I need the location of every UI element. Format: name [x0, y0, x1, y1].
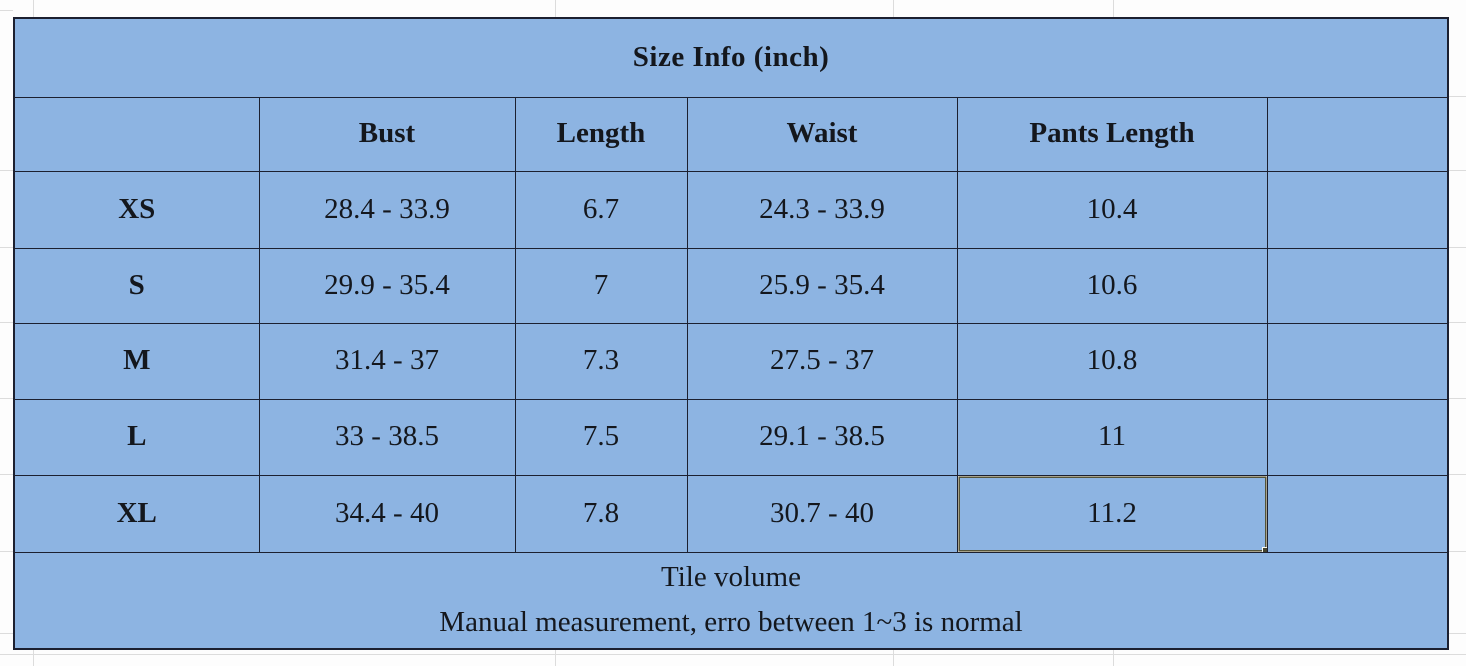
table-row-s: S 29.9 - 35.4 7 25.9 - 35.4 10.6: [13, 247, 1449, 324]
gridline: [1447, 633, 1466, 634]
gridline: [0, 633, 13, 634]
cell-s-pants-length[interactable]: 10.6: [956, 247, 1268, 324]
cell-l-bust[interactable]: 33 - 38.5: [258, 398, 516, 476]
table-row-xs: XS 28.4 - 33.9 6.7 24.3 - 33.9 10.4: [13, 170, 1449, 249]
footer-line-1: Tile volume: [661, 561, 801, 594]
gridline: [1447, 474, 1466, 475]
cell-l-waist[interactable]: 29.1 - 38.5: [686, 398, 958, 476]
cell-m-empty[interactable]: [1266, 322, 1449, 400]
cell-xs-size[interactable]: XS: [13, 170, 260, 249]
table-title[interactable]: Size Info (inch): [13, 17, 1449, 98]
cell-s-bust[interactable]: 29.9 - 35.4: [258, 247, 516, 324]
gridline: [1447, 398, 1466, 399]
cell-l-size[interactable]: L: [13, 398, 260, 476]
cell-s-empty[interactable]: [1266, 247, 1449, 324]
cell-s-length[interactable]: 7: [514, 247, 688, 324]
gridline: [1447, 96, 1466, 97]
cell-m-bust[interactable]: 31.4 - 37: [258, 322, 516, 400]
header-waist[interactable]: Waist: [686, 96, 958, 172]
cell-m-length[interactable]: 7.3: [514, 322, 688, 400]
table-row-l: L 33 - 38.5 7.5 29.1 - 38.5 11: [13, 398, 1449, 476]
gridline: [0, 551, 13, 552]
cell-l-length[interactable]: 7.5: [514, 398, 688, 476]
gridline: [0, 474, 13, 475]
cell-l-pants-length[interactable]: 11: [956, 398, 1268, 476]
footer-line-2: Manual measurement, erro between 1~3 is …: [439, 606, 1023, 639]
gridline: [0, 10, 13, 11]
selected-cell-xl-pants-length[interactable]: 11.2: [956, 474, 1268, 553]
cell-m-waist[interactable]: 27.5 - 37: [686, 322, 958, 400]
cell-m-size[interactable]: M: [13, 322, 260, 400]
gridline: [0, 247, 13, 248]
cell-s-size[interactable]: S: [13, 247, 260, 324]
cell-xs-empty[interactable]: [1266, 170, 1449, 249]
header-length[interactable]: Length: [514, 96, 688, 172]
cell-xl-waist[interactable]: 30.7 - 40: [686, 474, 958, 553]
cell-xs-length[interactable]: 6.7: [514, 170, 688, 249]
cell-xl-empty[interactable]: [1266, 474, 1449, 553]
gridline: [0, 322, 13, 323]
header-pants-length[interactable]: Pants Length: [956, 96, 1268, 172]
cell-l-empty[interactable]: [1266, 398, 1449, 476]
cell-xs-waist[interactable]: 24.3 - 33.9: [686, 170, 958, 249]
header-empty[interactable]: [1266, 96, 1449, 172]
gridline: [0, 398, 13, 399]
title-row: Size Info (inch): [13, 17, 1449, 98]
table-row-m: M 31.4 - 37 7.3 27.5 - 37 10.8: [13, 322, 1449, 400]
header-size-blank[interactable]: [13, 96, 260, 172]
cell-xl-length[interactable]: 7.8: [514, 474, 688, 553]
cell-xl-bust[interactable]: 34.4 - 40: [258, 474, 516, 553]
gridline: [1447, 551, 1466, 552]
gridline: [1447, 322, 1466, 323]
header-bust[interactable]: Bust: [258, 96, 516, 172]
header-row: Bust Length Waist Pants Length: [13, 96, 1449, 172]
table-row-xl: XL 34.4 - 40 7.8 30.7 - 40 11.2: [13, 474, 1449, 553]
gridline: [1447, 247, 1466, 248]
gridline: [0, 170, 13, 171]
cell-xs-pants-length[interactable]: 10.4: [956, 170, 1268, 249]
gridline: [1447, 170, 1466, 171]
cell-xs-bust[interactable]: 28.4 - 33.9: [258, 170, 516, 249]
gridline: [0, 654, 1466, 655]
size-info-table: Size Info (inch) Bust Length Waist Pants…: [13, 17, 1450, 650]
footer-row: Tile volume Manual measurement, erro bet…: [13, 551, 1449, 650]
cell-s-waist[interactable]: 25.9 - 35.4: [686, 247, 958, 324]
cell-xl-size[interactable]: XL: [13, 474, 260, 553]
cell-m-pants-length[interactable]: 10.8: [956, 322, 1268, 400]
footer-note[interactable]: Tile volume Manual measurement, erro bet…: [13, 551, 1449, 650]
